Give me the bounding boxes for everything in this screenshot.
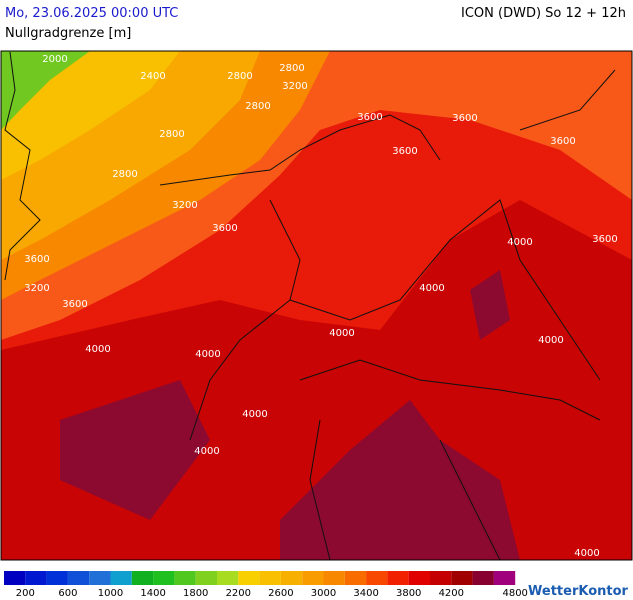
colorbar-tick-label: 1800 (183, 588, 208, 599)
colorbar-swatch (238, 571, 260, 585)
colorbar-swatch (67, 571, 90, 585)
contour-label: 3600 (212, 223, 237, 234)
contour-label: 2800 (159, 129, 184, 140)
borders (4, 51, 616, 561)
colorbar-tick-label: 3400 (353, 588, 378, 599)
contour-label: 3200 (172, 200, 197, 211)
colorbar-tick-label: 3800 (396, 588, 421, 599)
contour-labels: 2000 2400 2800 2800 3200 2800 2800 2800 3200 3600… (24, 54, 617, 559)
colorbar-tick-label: 4200 (439, 588, 464, 599)
parameter-label: Nullgradgrenze [m] (5, 26, 132, 41)
colorbar-swatch (387, 571, 409, 585)
model-label: ICON (DWD) So 12 + 12h (461, 6, 626, 21)
colorbar-swatch (217, 571, 239, 585)
contour-label: 4000 (85, 344, 110, 355)
contour-label: 4000 (194, 446, 219, 457)
colorbar-swatch (280, 571, 303, 585)
contour-label: 3600 (550, 136, 575, 147)
brand: WetterKontor (528, 584, 629, 599)
colorbar-swatch (4, 571, 26, 585)
colorbar-swatch (302, 571, 324, 585)
contour-label: 2800 (279, 63, 304, 74)
colorbar-swatch (451, 571, 473, 585)
contour-label: 3600 (392, 146, 417, 157)
colorbar-swatch (89, 571, 111, 585)
contour-label: 4000 (538, 335, 563, 346)
colorbar-tick-label: 1400 (140, 588, 165, 599)
colorbar-swatch (153, 571, 175, 585)
contour-label: 4000 (195, 349, 220, 360)
colorbar-tick-label: 2200 (226, 588, 251, 599)
colorbar-swatch (25, 571, 47, 585)
contour-label: 3200 (24, 283, 49, 294)
contour-label: 2800 (227, 71, 252, 82)
colorbar-swatch (493, 571, 516, 585)
colorbar-tick-label: 600 (58, 588, 77, 599)
contour-label: 2000 (42, 54, 67, 65)
map-frame (0, 50, 633, 561)
colorbar-swatch (344, 571, 367, 585)
colorbar-tick-label: 2600 (268, 588, 293, 599)
colorbar-tick-label: 200 (16, 588, 35, 599)
colorbar-swatch (430, 571, 452, 585)
colorbar-swatch (110, 571, 132, 585)
colorbar-swatch (46, 571, 68, 585)
contour-label: 3600 (24, 254, 49, 265)
colorbar-swatch (195, 571, 217, 585)
colorbar-swatch (472, 571, 494, 585)
colorbar-tick-label: 4800 (502, 588, 527, 599)
colorbar: 200 600 1000 1400 1800 2200 2600 3000 3400 3800 42… (4, 571, 528, 599)
colorbar-swatch (174, 571, 196, 585)
colorbar-swatch (366, 571, 388, 585)
colorbar-swatch (408, 571, 430, 585)
contour-label: 3600 (62, 299, 87, 310)
colorbar-tick-label: 3000 (311, 588, 336, 599)
contour-label: 4000 (574, 548, 599, 559)
contour-label: 2800 (245, 101, 270, 112)
contour-label: 4000 (329, 328, 354, 339)
contour-label: 3600 (452, 113, 477, 124)
field (1, 51, 632, 560)
colorbar-swatch (131, 571, 154, 585)
map-title: Mo, 23.06.2025 00:00 UTC (5, 6, 179, 21)
contour-label: 2800 (112, 169, 137, 180)
contour-label: 4000 (507, 237, 532, 248)
colorbar-swatch (259, 571, 281, 585)
contour-label: 2400 (140, 71, 165, 82)
colorbar-swatch (323, 571, 345, 585)
contour-label: 4000 (419, 283, 444, 294)
colorbar-tick-label: 1000 (98, 588, 123, 599)
contour-label: 4000 (242, 409, 267, 420)
contour-label: 3600 (357, 112, 382, 123)
contour-label: 3200 (282, 81, 307, 92)
contour-label: 3600 (592, 234, 617, 245)
